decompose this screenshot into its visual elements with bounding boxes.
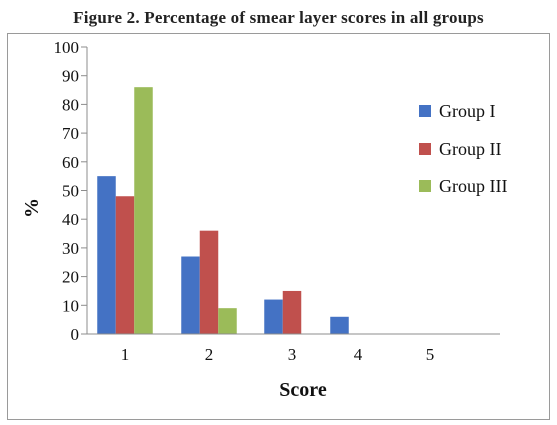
bar-group-i-score-3	[264, 299, 283, 334]
y-tick-label: 90	[62, 67, 79, 86]
bar-group-i-score-1	[97, 176, 116, 334]
bar-group-ii-score-1	[115, 196, 135, 334]
legend-swatch	[419, 105, 431, 117]
legend-label: Group I	[439, 101, 496, 121]
y-axis-title: %	[21, 198, 43, 218]
y-tick-label: 60	[62, 153, 79, 172]
y-tick-label: 100	[54, 38, 80, 57]
y-tick-label: 80	[62, 95, 79, 114]
bar-group-i-score-4	[330, 316, 349, 334]
y-axis-ticks: 0 10 20 30 40 50 60 70 80 90 100	[54, 38, 87, 344]
legend-label: Group II	[439, 139, 501, 159]
x-tick-label: 1	[121, 345, 130, 364]
x-tick-label: 2	[205, 345, 214, 364]
legend-swatch	[419, 180, 431, 192]
y-tick-label: 0	[71, 325, 80, 344]
bars	[97, 87, 349, 335]
legend: Group I Group II Group III	[419, 101, 507, 196]
chart-frame	[7, 33, 550, 420]
x-axis-title: Score	[279, 379, 327, 401]
x-tick-label: 4	[354, 345, 363, 364]
x-axis-ticks: 1 2 3 4 5	[121, 345, 435, 364]
legend-label: Group III	[439, 176, 507, 196]
y-tick-label: 10	[62, 296, 79, 315]
y-tick-label: 70	[62, 124, 79, 143]
y-tick-label: 40	[62, 210, 79, 229]
legend-swatch	[419, 143, 431, 155]
bar-group-ii-score-2	[199, 230, 219, 334]
bar-group-ii-score-3	[282, 290, 302, 334]
bar-group-iii-score-2	[218, 308, 237, 334]
y-tick-label: 30	[62, 239, 79, 258]
bar-group-iii-score-1	[134, 87, 153, 335]
y-tick-label: 50	[62, 182, 79, 201]
x-tick-label: 3	[288, 345, 297, 364]
x-tick-label: 5	[426, 345, 435, 364]
bar-group-i-score-2	[181, 256, 200, 334]
y-tick-label: 20	[62, 268, 79, 287]
figure-title: Figure 2. Percentage of smear layer scor…	[73, 8, 484, 27]
axes	[86, 47, 500, 335]
